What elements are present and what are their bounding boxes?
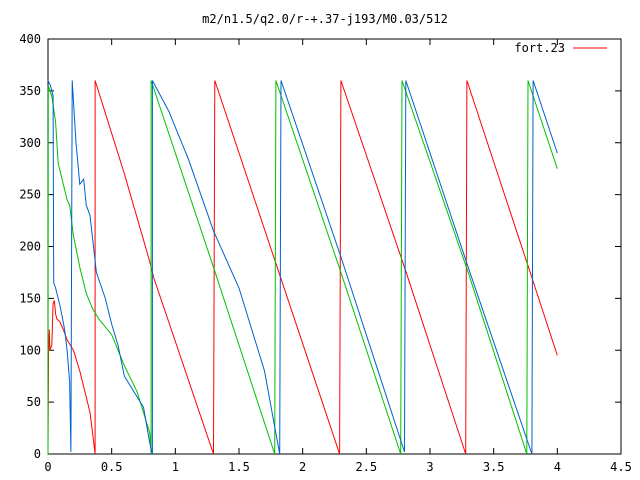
x-tick-label: 1.5 (228, 460, 250, 474)
x-tick-label: 1 (172, 460, 179, 474)
chart-title: m2/n1.5/q2.0/r-+.37-j193/M0.03/512 (202, 12, 448, 26)
x-tick-label: 0.5 (101, 460, 123, 474)
x-tick-label: 2 (299, 460, 306, 474)
series-line-2 (47, 80, 558, 455)
series-group (47, 80, 558, 455)
y-tick-label: 300 (19, 136, 41, 150)
y-tick-label: 100 (19, 343, 41, 357)
legend-label: fort.23 (514, 41, 565, 55)
x-axis: 0 0.5 1 1.5 2 2.5 3 3.5 4 4.5 (44, 39, 632, 474)
legend: fort.23 (514, 41, 607, 55)
x-tick-label: 3.5 (483, 460, 505, 474)
y-tick-label: 350 (19, 84, 41, 98)
series-line-3 (47, 80, 558, 455)
y-tick-label: 50 (27, 395, 41, 409)
y-tick-label: 400 (19, 32, 41, 46)
y-axis: 0 50 100 150 200 250 300 350 400 (19, 32, 621, 461)
y-tick-label: 250 (19, 188, 41, 202)
x-tick-label: 2.5 (355, 460, 377, 474)
x-tick-label: 4.5 (610, 460, 632, 474)
y-tick-label: 150 (19, 291, 41, 305)
y-tick-label: 0 (34, 447, 41, 461)
x-tick-label: 4 (554, 460, 561, 474)
series-line-1 (47, 80, 558, 455)
x-tick-label: 0 (44, 460, 51, 474)
y-tick-label: 200 (19, 240, 41, 254)
x-tick-label: 3 (426, 460, 433, 474)
